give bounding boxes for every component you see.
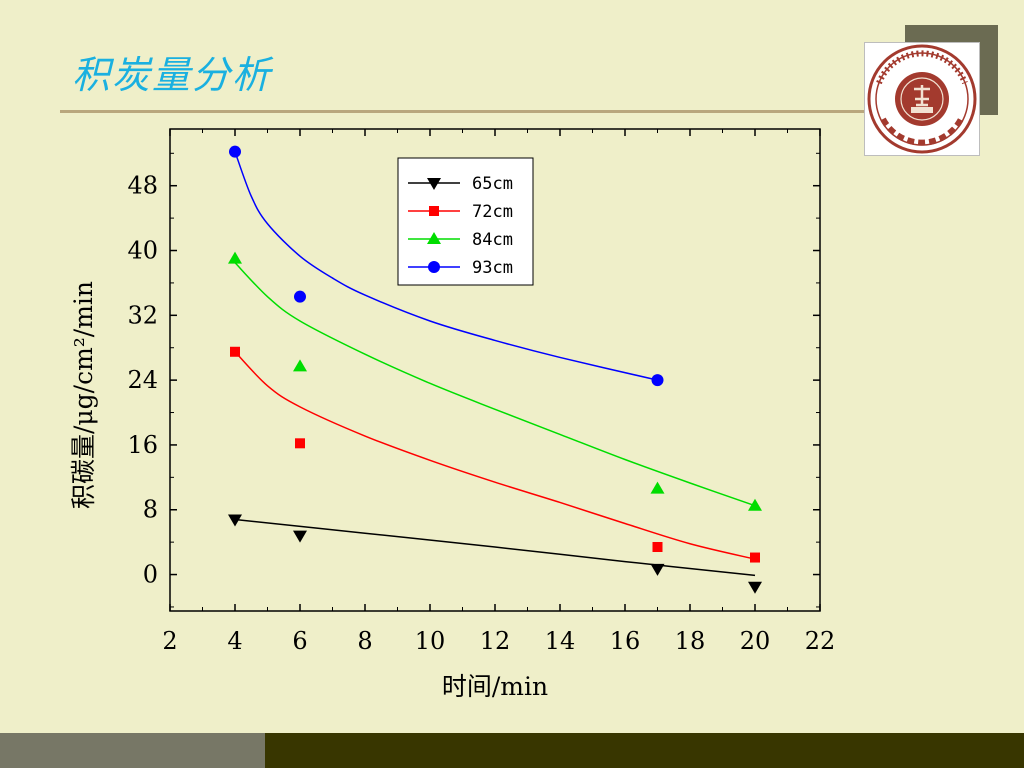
data-point bbox=[228, 514, 242, 527]
x-axis-title: 时间/min bbox=[442, 672, 548, 701]
x-tick-label: 18 bbox=[675, 627, 706, 655]
title-divider bbox=[60, 110, 880, 113]
footer-bar-left bbox=[0, 733, 265, 768]
x-axis: 2 4 6 8 10 12 14 16 18 20 22 bbox=[162, 129, 835, 655]
x-tick-label: 20 bbox=[740, 627, 771, 655]
data-point bbox=[650, 481, 665, 494]
legend-label: 84cm bbox=[472, 230, 513, 250]
y-tick-label: 8 bbox=[143, 496, 158, 524]
series-fit-line-93cm bbox=[234, 151, 658, 381]
legend-label: 65cm bbox=[472, 174, 513, 194]
data-point bbox=[750, 552, 760, 563]
data-point bbox=[229, 145, 241, 158]
series-fit-line-65cm bbox=[234, 518, 756, 577]
data-point bbox=[293, 530, 307, 543]
series-fit-line-72cm bbox=[234, 351, 756, 560]
slide-title: 积炭量分析 bbox=[72, 53, 273, 97]
y-axis: 0 8 16 24 32 40 48 bbox=[127, 152, 820, 608]
data-point bbox=[650, 563, 665, 576]
x-tick-label: 2 bbox=[162, 627, 177, 655]
x-tick-label: 6 bbox=[292, 627, 307, 655]
y-tick-label: 0 bbox=[143, 561, 158, 589]
data-point bbox=[651, 374, 664, 387]
data-point bbox=[230, 346, 240, 357]
y-tick-label: 32 bbox=[127, 301, 158, 329]
y-tick-label: 24 bbox=[127, 366, 158, 394]
data-point bbox=[748, 581, 762, 594]
fit-lines bbox=[234, 151, 756, 577]
x-tick-label: 22 bbox=[805, 627, 836, 655]
data-point bbox=[295, 438, 305, 449]
data-point bbox=[427, 232, 441, 244]
footer-bar-right bbox=[265, 733, 1024, 768]
data-point bbox=[652, 542, 663, 553]
data-markers bbox=[228, 145, 762, 594]
y-tick-label: 40 bbox=[127, 237, 158, 265]
data-point bbox=[428, 261, 440, 273]
legend-label: 93cm bbox=[472, 258, 513, 278]
y-tick-label: 16 bbox=[127, 431, 158, 459]
data-point bbox=[429, 206, 439, 216]
legend-box bbox=[397, 157, 534, 286]
data-point bbox=[228, 251, 242, 264]
university-logo bbox=[864, 42, 980, 156]
legend-label: 72cm bbox=[472, 202, 513, 222]
legend-items: 65cm 72cm 84cm 93cm bbox=[408, 174, 513, 278]
y-axis-title: 积碳量/μg/cm²/min bbox=[69, 281, 98, 509]
x-tick-label: 10 bbox=[415, 627, 446, 655]
series-fit-line-84cm bbox=[234, 262, 756, 507]
x-tick-label: 8 bbox=[357, 627, 372, 655]
x-tick-label: 16 bbox=[610, 627, 641, 655]
x-tick-label: 12 bbox=[480, 627, 511, 655]
data-point bbox=[293, 359, 307, 372]
x-tick-label: 14 bbox=[545, 627, 576, 655]
university-seal-icon bbox=[867, 44, 977, 154]
data-point bbox=[294, 290, 306, 303]
legend: 65cm 72cm 84cm 93cm bbox=[397, 157, 534, 286]
data-point bbox=[427, 178, 441, 190]
y-tick-label: 48 bbox=[127, 172, 158, 200]
x-tick-label: 4 bbox=[227, 627, 242, 655]
data-point bbox=[748, 498, 762, 511]
